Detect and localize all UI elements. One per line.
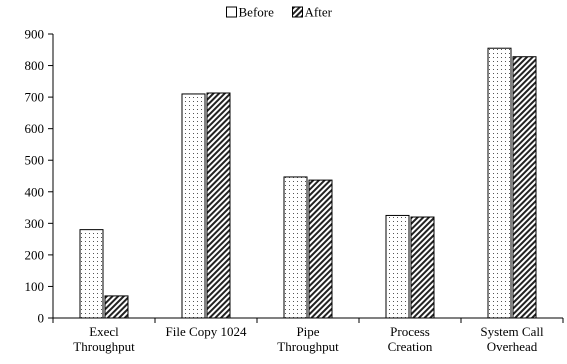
bar-before-1 <box>181 93 206 319</box>
y-tick-label: 700 <box>25 90 45 105</box>
legend-label-after: After <box>305 5 333 20</box>
x-category-label: Throughput <box>73 339 135 354</box>
bars <box>79 47 537 319</box>
x-category-label: Throughput <box>277 339 339 354</box>
bar-after-2 <box>308 179 333 319</box>
bar-after-3 <box>410 216 435 319</box>
axes: 0100200300400500600700800900ExeclThrough… <box>25 27 564 354</box>
x-category-label: File Copy 1024 <box>166 324 247 339</box>
bar-before-2 <box>283 176 308 319</box>
y-tick-label: 200 <box>25 247 45 262</box>
x-category-label: Pipe <box>296 324 319 339</box>
y-tick-label: 300 <box>25 216 45 231</box>
y-tick-label: 400 <box>25 184 45 199</box>
y-tick-label: 100 <box>25 279 45 294</box>
y-tick-label: 900 <box>25 27 45 42</box>
bar-after-4 <box>512 56 537 319</box>
bar-after-0 <box>104 295 129 319</box>
x-category-label: System Call <box>480 324 544 339</box>
legend-swatch-before <box>226 6 237 18</box>
x-category-label: Execl <box>89 324 119 339</box>
y-tick-label: 0 <box>38 311 45 326</box>
y-tick-label: 800 <box>25 58 45 73</box>
bar-after-1 <box>206 92 231 319</box>
legend-swatch-after <box>292 6 303 18</box>
x-category-label: Creation <box>388 339 433 354</box>
legend-label-before: Before <box>239 5 275 20</box>
legend: Before After <box>226 5 333 20</box>
x-category-label: Process <box>390 324 430 339</box>
bar-before-4 <box>487 47 512 319</box>
x-category-label: Overhead <box>487 339 538 354</box>
bar-before-3 <box>385 214 410 319</box>
y-tick-label: 600 <box>25 121 45 136</box>
y-tick-label: 500 <box>25 153 45 168</box>
bar-before-0 <box>79 229 104 319</box>
